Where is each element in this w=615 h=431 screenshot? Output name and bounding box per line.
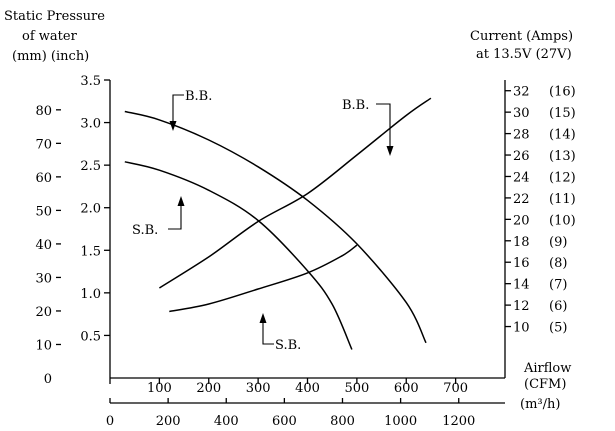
y-inch-tick-label: 1.0 — [80, 287, 101, 302]
title-left-line-3: (mm) (inch) — [12, 49, 89, 64]
y-mm-tick-label: 70 — [35, 137, 52, 152]
x-m3h-tick-label: 200 — [156, 414, 181, 429]
sb-pressure-curve — [124, 161, 353, 350]
leader-bb-current — [376, 103, 391, 150]
y-current-tick-label: 28 — [513, 128, 530, 143]
y-mm-tick-label: 80 — [35, 104, 52, 119]
y-current-tick-label: 24 — [513, 170, 530, 185]
y-current-tick-label: 22 — [513, 192, 530, 207]
y-current-tick-label: 20 — [513, 213, 530, 228]
y-current-paren-label: (16) — [549, 85, 576, 100]
annotation-label-sb-current: S.B. — [275, 338, 301, 353]
x-m3h-tick-label: 800 — [330, 414, 355, 429]
y-axis-inch-ticks: 0.5 1.0 1.5 2.0 2.5 3.0 3.5 — [80, 74, 110, 344]
y-current-paren-label: (6) — [549, 299, 567, 314]
title-left-line-2: of water — [22, 29, 78, 44]
x-cfm-tick-label: 400 — [295, 381, 320, 396]
annotation-label-bb-current: B.B. — [342, 98, 369, 113]
y-mm-tick-label: 60 — [35, 171, 52, 186]
x-m3h-tick-label: 600 — [272, 414, 297, 429]
arrow-sb-current — [259, 313, 267, 323]
y-mm-tick-label: 30 — [35, 271, 52, 286]
y-current-paren-label: (12) — [549, 170, 576, 185]
x-cfm-tick-label: 200 — [196, 381, 221, 396]
y-mm-tick-label: 40 — [35, 238, 52, 253]
annotation-label-bb-pressure: B.B. — [185, 89, 212, 104]
title-left-line-1: Static Pressure — [4, 9, 105, 24]
x-cfm-tick-label: 100 — [147, 381, 172, 396]
y-current-tick-label: 32 — [513, 85, 530, 100]
arrow-bb-pressure — [169, 121, 177, 131]
annotation-sb-pressure: S.B. — [132, 196, 185, 238]
y-inch-tick-label: 0.5 — [80, 329, 101, 344]
y-current-paren-label: (15) — [549, 106, 576, 121]
y-current-paren-label: (9) — [549, 235, 567, 250]
x-axis-m3h-ticks: 0 200 400 600 800 1000 1200 — [106, 398, 475, 429]
x-cfm-tick-label: 500 — [344, 381, 369, 396]
y-current-tick-label: 26 — [513, 149, 530, 164]
y-current-paren-label: (10) — [549, 213, 576, 228]
y-inch-tick-label: 2.5 — [80, 159, 101, 174]
x-cfm-tick-label: 700 — [443, 381, 468, 396]
leader-sb-pressure — [168, 201, 182, 230]
annotation-bb-pressure: B.B. — [169, 89, 212, 131]
y-inch-tick-label: 2.0 — [80, 202, 101, 217]
y-current-tick-label: 12 — [513, 299, 530, 314]
y-inch-tick-label: 1.5 — [80, 244, 101, 259]
x-cfm-tick-label: 300 — [246, 381, 271, 396]
bb-current-curve — [158, 97, 432, 289]
annotation-sb-current: S.B. — [259, 313, 301, 353]
y-current-tick-label: 16 — [513, 256, 530, 271]
y-axis-mm-ticks: 10 20 30 40 50 60 70 80 0 — [35, 104, 61, 387]
x-axis-cfm-ticks: 100 200 300 400 500 600 700 — [109, 378, 468, 396]
y-current-paren-label: (8) — [549, 256, 567, 271]
sb-current-curve — [169, 244, 358, 313]
y-origin-zero-label: 0 — [44, 372, 52, 387]
bb-pressure-curve — [124, 110, 427, 344]
x-m3h-tick-label: 1200 — [442, 414, 475, 429]
y-current-tick-label: 10 — [513, 321, 530, 336]
arrow-bb-current — [386, 146, 394, 156]
series-curves — [124, 97, 432, 350]
leader-sb-current — [262, 318, 274, 345]
x-cfm-tick-label: 600 — [394, 381, 419, 396]
arrow-sb-pressure — [177, 196, 185, 206]
y-inch-tick-label: 3.5 — [80, 74, 101, 89]
y-current-paren-label: (13) — [549, 149, 576, 164]
y-current-paren-label: (14) — [549, 128, 576, 143]
x-m3h-tick-label: 0 — [106, 414, 114, 429]
y-inch-tick-label: 3.0 — [80, 117, 101, 132]
x-axis-m3h-label: (m³/h) — [520, 397, 560, 412]
annotation-bb-current: B.B. — [342, 98, 394, 156]
y-axis-current-ticks: 10 (5) 12 (6) 14 (7) 16 (8) 18 (9) 20 (10) 22 (11) 24 (… — [505, 85, 576, 336]
annotation-label-sb-pressure: S.B. — [132, 223, 158, 238]
title-right-line-2: at 13.5V (27V) — [476, 47, 572, 62]
title-right-line-1: Current (Amps) — [470, 29, 573, 44]
x-axis-cfm-label-line-1: Airflow — [523, 361, 571, 376]
y-current-tick-label: 30 — [513, 106, 530, 121]
x-m3h-tick-label: 400 — [214, 414, 239, 429]
y-current-tick-label: 18 — [513, 235, 530, 250]
y-mm-tick-label: 50 — [35, 204, 52, 219]
x-axis-cfm-label-line-2: (CFM) — [524, 377, 566, 392]
y-mm-tick-label: 20 — [35, 305, 52, 320]
y-current-tick-label: 14 — [513, 278, 530, 293]
x-m3h-tick-label: 1000 — [384, 414, 417, 429]
y-mm-tick-label: 10 — [35, 338, 52, 353]
y-current-paren-label: (7) — [549, 278, 567, 293]
y-current-paren-label: (11) — [549, 192, 576, 207]
leader-bb-pressure — [172, 94, 184, 127]
y-current-paren-label: (5) — [549, 321, 567, 336]
